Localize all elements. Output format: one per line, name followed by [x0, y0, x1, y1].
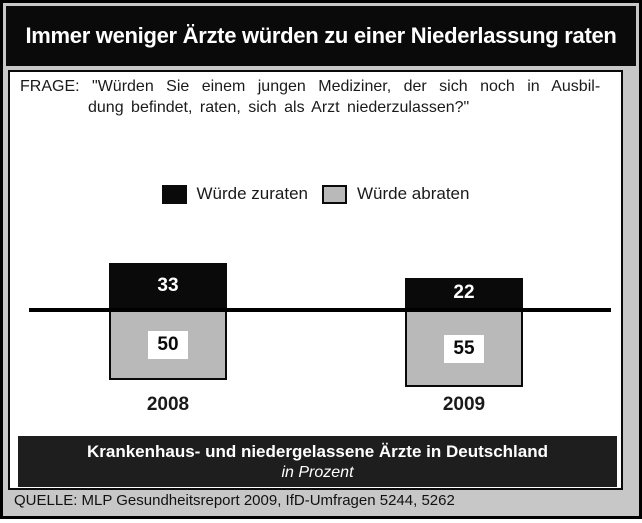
legend-label: Würde zuraten [196, 184, 309, 203]
bar-value-label: 22 [453, 282, 475, 303]
legend-swatch-gray [322, 184, 348, 204]
footer-bar: Krankenhaus- und niedergelassene Ärzte i… [18, 436, 617, 487]
page-title: Immer weniger Ärzte würden zu einer Nied… [25, 23, 617, 48]
legend-label: Würde abraten [357, 184, 470, 203]
footer-subtitle: Krankenhaus- und niedergelassene Ärzte i… [86, 442, 548, 461]
legend-item-abraten: Würde abraten [322, 184, 469, 204]
bar-zuraten-2008: 33 [109, 263, 227, 308]
chart-panel: FRAGE: "Würden Sie einem jungen Medizine… [8, 70, 623, 490]
source-citation: QUELLE: MLP Gesundheitsreport 2009, IfD-… [14, 492, 455, 509]
legend-item-zuraten: Würde zuraten [161, 184, 309, 204]
category-label-2008: 2008 [146, 394, 190, 415]
legend: Würde zuraten Würde abraten [10, 184, 621, 204]
legend-swatch-black [161, 184, 187, 204]
bar-abraten-2009: 55 [405, 312, 523, 387]
bar-value-chip: 50 [148, 331, 188, 359]
chart-baseline [29, 308, 611, 312]
bar-value-chip: 55 [444, 334, 484, 363]
survey-question: FRAGE: "Würden Sie einem jungen Medizine… [20, 76, 611, 118]
bar-abraten-2008: 50 [109, 312, 227, 380]
category-label-2009: 2009 [442, 394, 486, 415]
footer-unit-note: in Prozent [281, 464, 354, 481]
bar-zuraten-2009: 22 [405, 278, 523, 308]
bar-value-label: 33 [157, 274, 179, 296]
survey-question-line1: FRAGE: "Würden Sie einem jungen Medizine… [20, 78, 601, 95]
survey-question-line2: dung befindet, raten, sich als Arzt nied… [88, 99, 470, 116]
title-bar: Immer weniger Ärzte würden zu einer Nied… [6, 6, 636, 66]
chart-area: 33 50 2008 22 55 2009 [10, 72, 621, 488]
